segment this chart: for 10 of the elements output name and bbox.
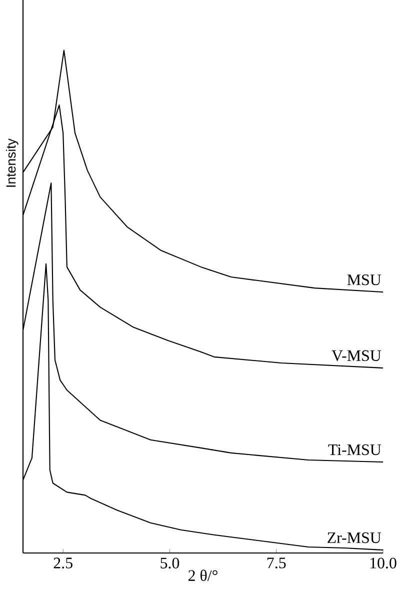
x-tick-label: 2.5 — [54, 558, 72, 568]
series-label: V-MSU — [332, 350, 382, 362]
series-label: Ti-MSU — [328, 444, 382, 456]
series-label: Zr-MSU — [328, 532, 382, 544]
x-tick-label: 5.0 — [160, 558, 180, 569]
y-axis-title: Intensity — [6, 138, 18, 187]
x-tick-label: 10.0 — [370, 558, 396, 569]
series-label: MSU — [347, 274, 382, 286]
x-axis-title: 2 θ/° — [188, 570, 218, 581]
x-tick-label: 7.5 — [267, 558, 286, 568]
